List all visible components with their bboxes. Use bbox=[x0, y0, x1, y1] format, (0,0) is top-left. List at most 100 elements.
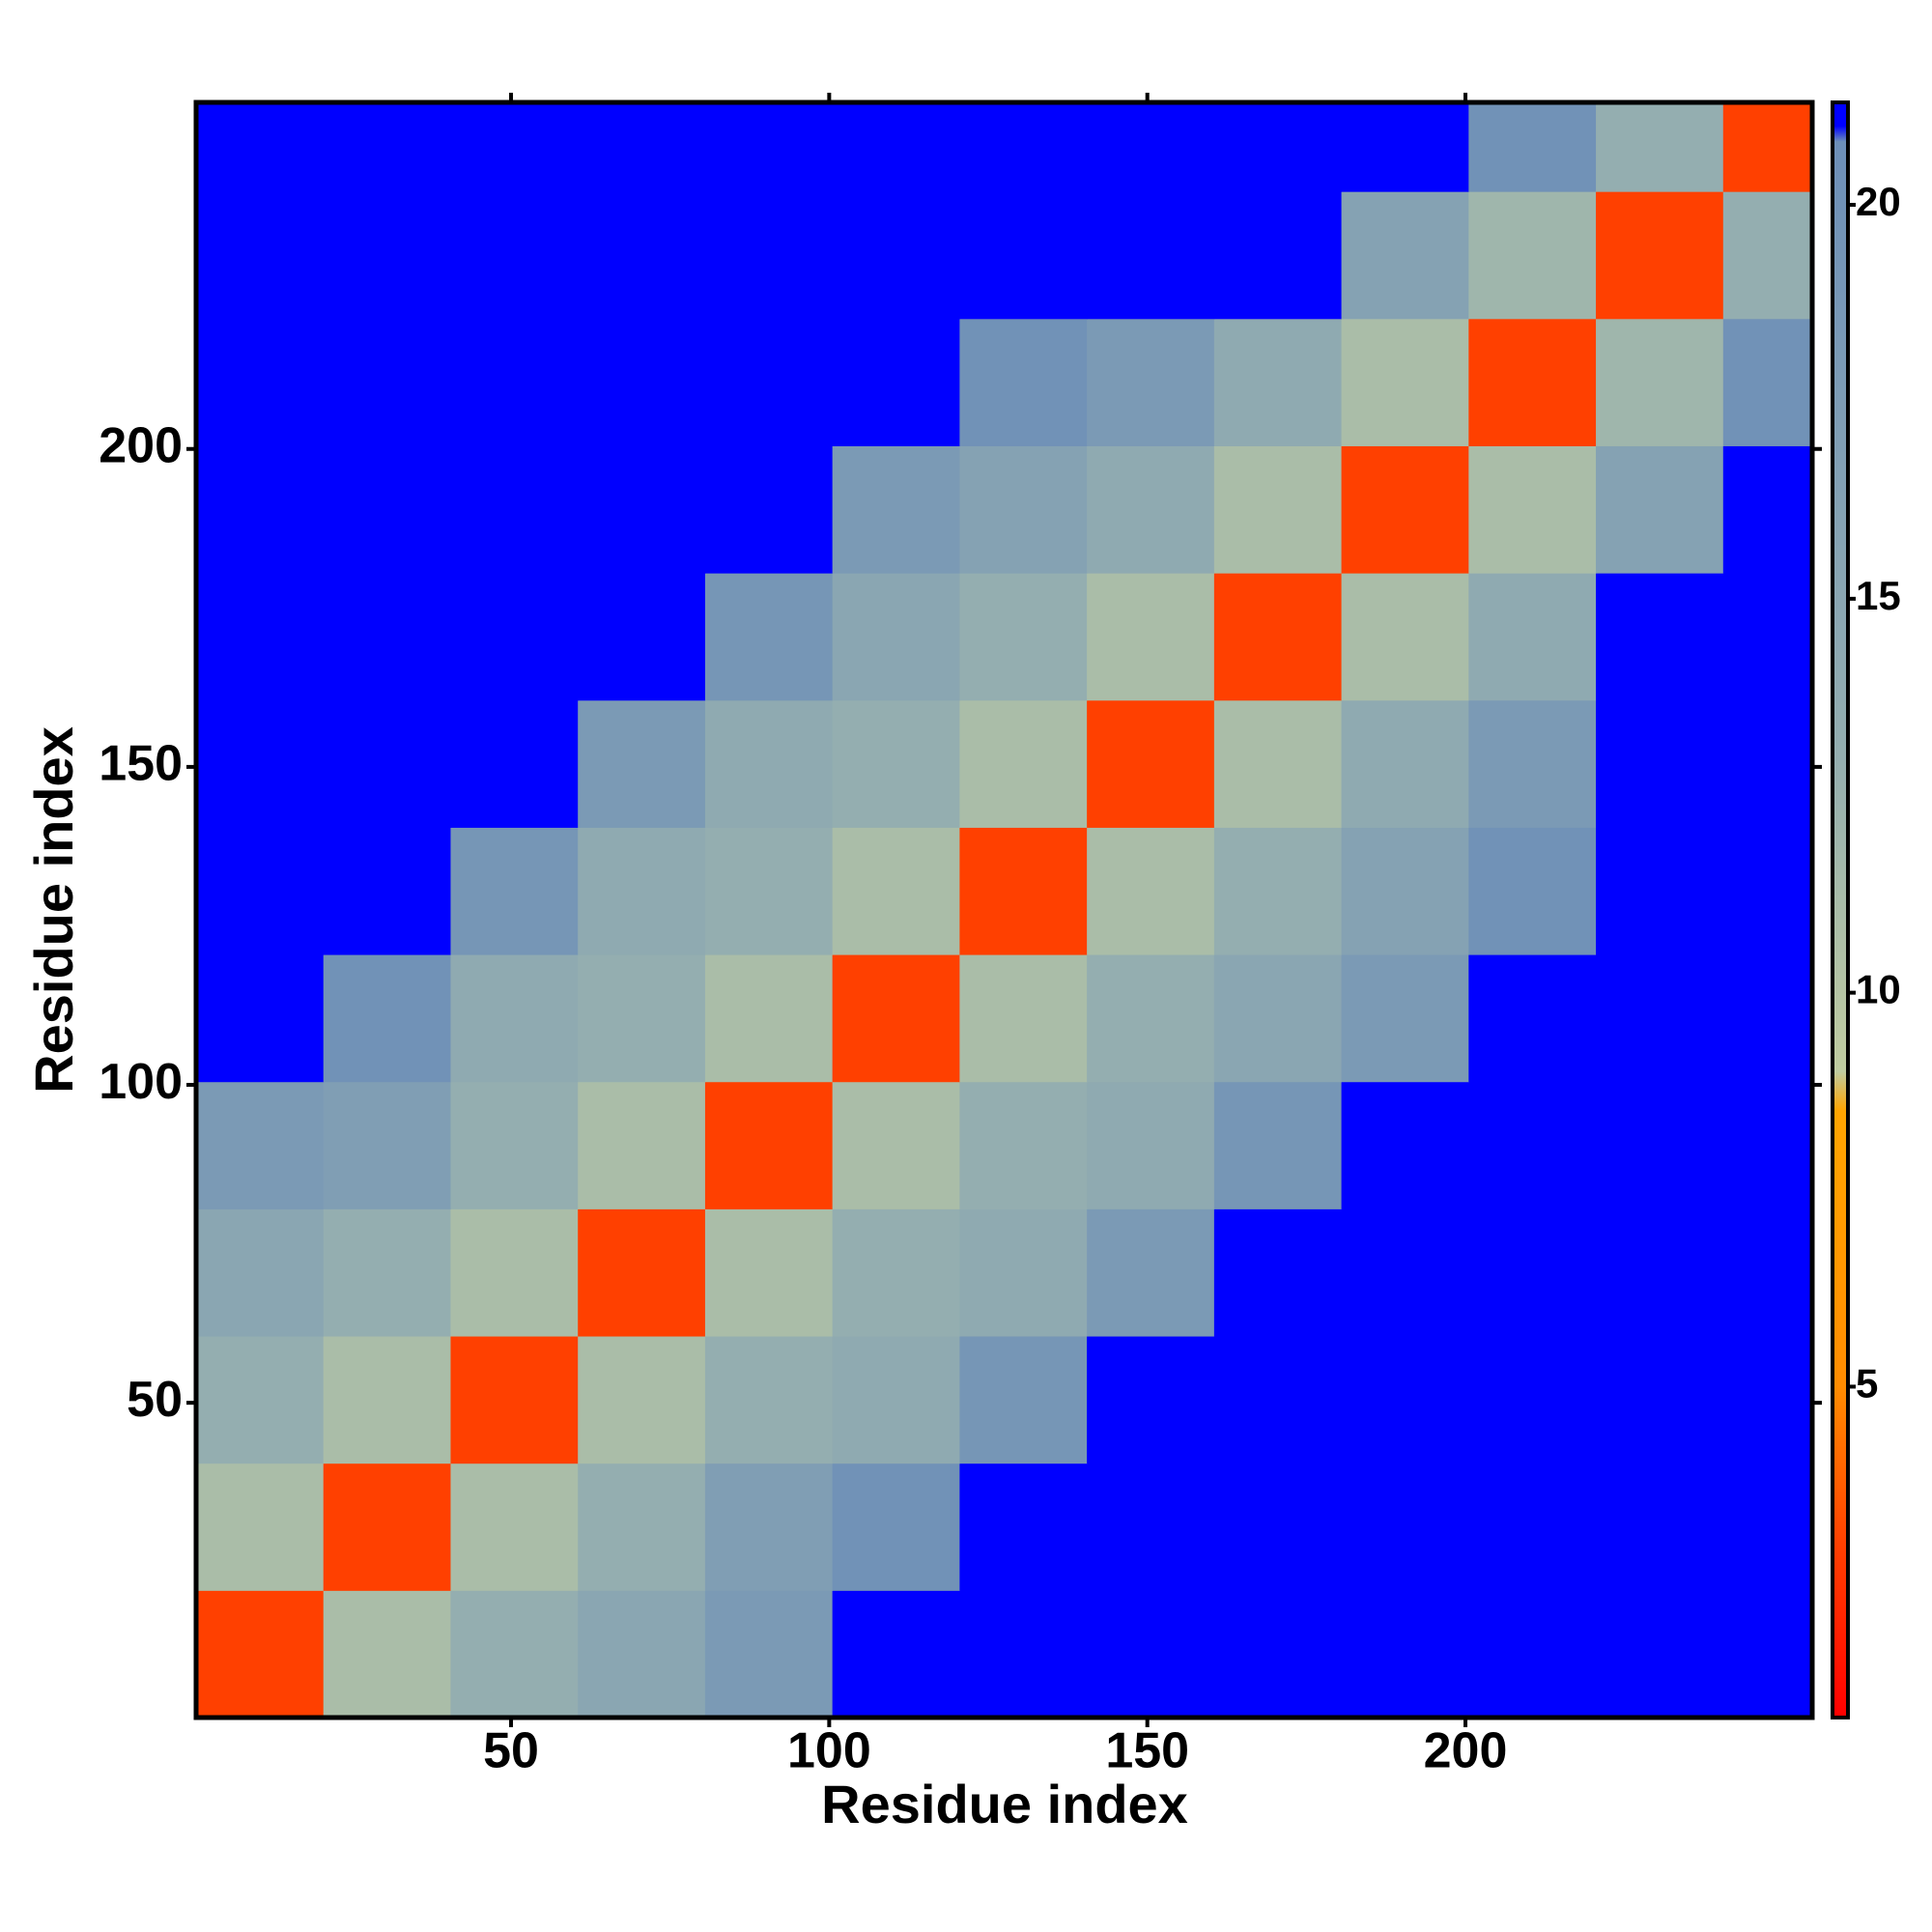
heat-cell bbox=[1468, 1590, 1597, 1719]
heat-cell bbox=[578, 1463, 706, 1591]
heat-cell bbox=[1341, 1463, 1469, 1591]
heat-cell bbox=[832, 827, 960, 955]
heat-cell bbox=[1468, 573, 1597, 701]
heat-cell bbox=[1087, 445, 1215, 574]
heat-cell bbox=[1213, 1336, 1343, 1464]
heat-cell bbox=[578, 102, 706, 192]
heat-cell bbox=[1722, 191, 1813, 320]
heat-cell bbox=[1468, 699, 1597, 828]
heat-cell bbox=[450, 954, 579, 1083]
heat-cell bbox=[1468, 1208, 1597, 1337]
heat-cell bbox=[959, 318, 1088, 446]
heat-cell bbox=[323, 1463, 451, 1591]
y-axis-title: Residue index bbox=[23, 726, 84, 1094]
x-tick-label: 150 bbox=[1105, 1723, 1189, 1779]
heat-cell bbox=[1341, 573, 1469, 701]
heat-cell bbox=[959, 1590, 1088, 1719]
heat-cell bbox=[832, 1081, 960, 1209]
heat-cell bbox=[1087, 827, 1215, 955]
heat-cell bbox=[704, 445, 834, 574]
heat-cell bbox=[196, 827, 325, 955]
heat-cell bbox=[1087, 1336, 1215, 1464]
heat-cell bbox=[196, 573, 325, 701]
y-tick-label: 100 bbox=[99, 1054, 183, 1110]
heat-cell bbox=[832, 1336, 960, 1464]
colorbar-tick-label: 20 bbox=[1856, 179, 1901, 224]
heat-cell bbox=[1213, 102, 1343, 192]
heat-cell bbox=[323, 1590, 451, 1719]
colorbar bbox=[1831, 100, 1850, 1719]
heat-cell bbox=[1722, 699, 1813, 828]
heat-cell bbox=[1341, 102, 1469, 192]
heat-cell bbox=[1596, 954, 1724, 1083]
heat-cell bbox=[1087, 318, 1215, 446]
heat-cell bbox=[704, 1590, 834, 1719]
heat-cell bbox=[704, 1208, 834, 1337]
heat-cell bbox=[578, 827, 706, 955]
heat-cell bbox=[1213, 191, 1343, 320]
heat-cell bbox=[1087, 191, 1215, 320]
heat-cell bbox=[832, 191, 960, 320]
heat-cell bbox=[578, 1208, 706, 1337]
heat-cell bbox=[1596, 1463, 1724, 1591]
heat-cell bbox=[1596, 1081, 1724, 1209]
heat-cell bbox=[1087, 699, 1215, 828]
heat-cell bbox=[1213, 699, 1343, 828]
heat-cell bbox=[1468, 191, 1597, 320]
heat-cell bbox=[1213, 318, 1343, 446]
heat-cell bbox=[1087, 1463, 1215, 1591]
heat-cell bbox=[450, 1463, 579, 1591]
heat-cell bbox=[196, 1463, 325, 1591]
heat-cell bbox=[196, 1336, 325, 1464]
heat-cell bbox=[1722, 1081, 1813, 1209]
colorbar-tick-label: 15 bbox=[1856, 573, 1901, 618]
heat-cell bbox=[1722, 573, 1813, 701]
heat-cell bbox=[1213, 445, 1343, 574]
heat-cell bbox=[704, 827, 834, 955]
heat-cell bbox=[1341, 1081, 1469, 1209]
heat-cell bbox=[1341, 1590, 1469, 1719]
heat-cell bbox=[578, 1336, 706, 1464]
heat-cell bbox=[1087, 1081, 1215, 1209]
x-tick-label: 50 bbox=[483, 1723, 539, 1779]
heat-cell bbox=[1468, 1336, 1597, 1464]
x-tick-label: 100 bbox=[787, 1723, 871, 1779]
heat-cell bbox=[196, 1081, 325, 1209]
heat-cell bbox=[704, 1463, 834, 1591]
heat-cell bbox=[1087, 102, 1215, 192]
heat-cell bbox=[450, 1208, 579, 1337]
heat-cell bbox=[1341, 1208, 1469, 1337]
heat-cell bbox=[578, 699, 706, 828]
heat-cell bbox=[1213, 1463, 1343, 1591]
colorbar-tick-label: 5 bbox=[1856, 1361, 1878, 1406]
heat-cell bbox=[959, 827, 1088, 955]
heat-cell bbox=[704, 1081, 834, 1209]
heat-cell bbox=[196, 954, 325, 1083]
heat-cell bbox=[323, 1208, 451, 1337]
heat-cell bbox=[959, 445, 1088, 574]
heat-cell bbox=[578, 445, 706, 574]
heat-cell bbox=[1087, 954, 1215, 1083]
heat-cell bbox=[704, 1336, 834, 1464]
heat-cell bbox=[832, 318, 960, 446]
heat-cell bbox=[1087, 1208, 1215, 1337]
heat-cell bbox=[704, 573, 834, 701]
heat-cell bbox=[323, 1336, 451, 1464]
heat-cell bbox=[1596, 573, 1724, 701]
heat-cell bbox=[323, 445, 451, 574]
heat-cell bbox=[196, 1590, 325, 1719]
heat-cell bbox=[450, 191, 579, 320]
heat-cell bbox=[1341, 191, 1469, 320]
heat-cell bbox=[578, 191, 706, 320]
heat-cell bbox=[832, 699, 960, 828]
heat-cell bbox=[959, 1463, 1088, 1591]
heat-cell bbox=[1213, 1208, 1343, 1337]
heat-cell bbox=[1722, 954, 1813, 1083]
heat-cell bbox=[1468, 102, 1597, 192]
heat-cell bbox=[1596, 191, 1724, 320]
heat-cell bbox=[323, 191, 451, 320]
x-axis-title: Residue index bbox=[821, 1774, 1188, 1834]
y-tick-label: 150 bbox=[99, 736, 183, 792]
